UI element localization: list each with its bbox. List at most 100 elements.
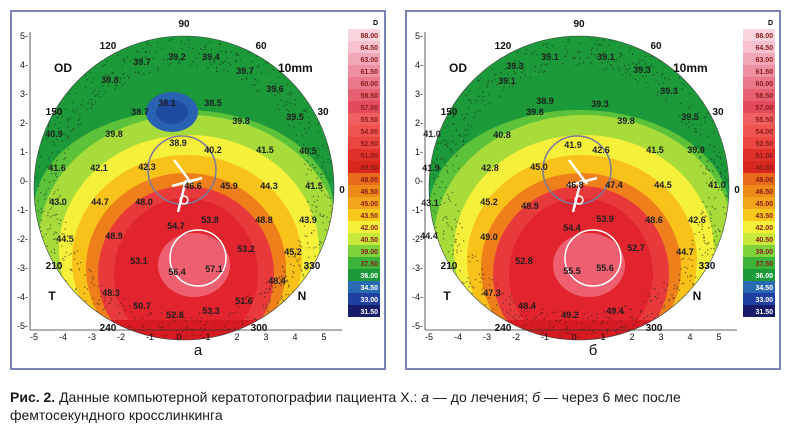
power-reading: 45.2 [480, 197, 498, 207]
power-reading: 41.0 [708, 180, 726, 190]
scale-swatch [743, 41, 775, 53]
scale-value: 33.00 [755, 297, 773, 304]
power-reading: 48.6 [645, 215, 663, 225]
power-reading: 39.3 [660, 86, 678, 96]
scale-swatch [743, 173, 775, 185]
scale-value: 45.00 [360, 201, 378, 208]
y-tick-label: -3- [17, 263, 28, 273]
x-tick-label: 1 [205, 332, 210, 342]
power-reading: 40.8 [493, 130, 511, 140]
x-tick-label: -5 [425, 332, 433, 342]
power-reading: 55.5 [563, 266, 581, 276]
power-reading: 39.8 [526, 107, 544, 117]
power-reading: 39.1 [541, 52, 559, 62]
y-tick-label: -1- [412, 205, 423, 215]
power-reading: 49.0 [480, 232, 498, 242]
eye-label: OD [54, 61, 72, 75]
scale-value: 34.50 [360, 285, 378, 292]
scale-swatch [348, 137, 380, 149]
x-tick-label: -2 [512, 332, 520, 342]
power-reading: 49.2 [561, 310, 579, 320]
scale-value: 31.50 [360, 309, 378, 316]
power-reading: 41.9 [564, 140, 582, 150]
scale-value: 63.00 [360, 57, 378, 64]
power-reading: 57.1 [205, 264, 223, 274]
scale-swatch [348, 305, 380, 317]
y-tick-label: 0- [415, 176, 423, 186]
power-reading: 53.9 [596, 214, 614, 224]
scale-swatch [348, 197, 380, 209]
power-reading: 48.9 [521, 201, 539, 211]
scale-swatch [348, 77, 380, 89]
x-tick-label: -5 [30, 332, 38, 342]
angle-label-60: 60 [650, 41, 662, 52]
scale-unit: D [768, 20, 773, 27]
scale-swatch [743, 233, 775, 245]
meridian-steep [173, 159, 193, 185]
power-reading: 40.2 [204, 145, 222, 155]
power-reading: 39.1 [597, 52, 615, 62]
power-reading: 43.9 [299, 215, 317, 225]
angle-label-240: 240 [495, 323, 512, 334]
angle-label-30: 30 [712, 107, 724, 118]
scale-swatch [743, 89, 775, 101]
scale-value: 45.00 [755, 201, 773, 208]
caption-b: б [532, 389, 541, 405]
scale-swatch [743, 293, 775, 305]
scale-value: 61.50 [755, 69, 773, 76]
color-scale: D 88.00 64.50 63.00 61.50 60.00 58.50 57.00 55.5… [743, 20, 775, 317]
meridian-flat [171, 176, 203, 188]
power-reading: 38.5 [204, 98, 222, 108]
scale-value: 54.00 [755, 129, 773, 136]
angle-label-330: 330 [699, 261, 716, 272]
x-tick-label: 5 [716, 332, 721, 342]
power-reading: 46.6 [184, 181, 202, 191]
power-reading: 41.5 [305, 181, 323, 191]
power-reading: 41.6 [48, 163, 66, 173]
angle-label-330: 330 [304, 261, 321, 272]
y-tick-label: -3- [412, 263, 423, 273]
y-tick-label: 1- [20, 147, 28, 157]
power-reading: 38.7 [131, 107, 149, 117]
scale-value: 60.00 [360, 81, 378, 88]
scale-swatch [743, 197, 775, 209]
x-tick-label: 1 [600, 332, 605, 342]
power-reading: 42.1 [90, 163, 108, 173]
angle-label-120: 120 [100, 41, 117, 52]
power-reading: 47.4 [605, 180, 623, 190]
power-reading: 40.5 [299, 146, 317, 156]
power-reading: 39.6 [266, 84, 284, 94]
power-reading: 52.7 [627, 243, 645, 253]
power-reading: 49.4 [606, 306, 624, 316]
power-reading: 45.9 [220, 181, 238, 191]
scale-swatch [743, 53, 775, 65]
y-tick-label: -5- [17, 321, 28, 331]
scale-swatch [743, 257, 775, 269]
power-reading: 38.9 [536, 96, 554, 106]
power-reading: 39.9 [687, 145, 705, 155]
power-reading: 39.3 [591, 99, 609, 109]
color-map [34, 36, 334, 340]
y-tick-label: 4- [415, 60, 423, 70]
topography-map-b: -5 -4 -3 -2 -1 0 1 2 3 4 5 5- 4- 3- 2- 1- 0- -1- -2- -3- -4-… [412, 19, 775, 342]
y-tick-label: -4- [412, 292, 423, 302]
power-reading: 53.3 [202, 306, 220, 316]
x-tick-label: 3 [263, 332, 268, 342]
scale-value: 57.00 [360, 105, 378, 112]
power-reading: 54.4 [563, 223, 581, 233]
power-reading: 41.5 [646, 145, 664, 155]
y-tick-label: 5- [415, 31, 423, 41]
power-reading: 44.7 [91, 197, 109, 207]
scale-value: 60.00 [755, 81, 773, 88]
x-tick-label: 0 [176, 332, 181, 342]
scale-value: 61.50 [360, 69, 378, 76]
angle-label-150: 150 [441, 107, 458, 118]
scale-value: 43.50 [755, 213, 773, 220]
axes: -5 -4 -3 -2 -1 0 1 2 3 4 5 5- 4- 3- 2- 1- 0- -1- -2- -3- -4-… [412, 31, 737, 342]
power-reading: 41.0 [423, 129, 441, 139]
scale-swatch [348, 293, 380, 305]
caption-text-1: Данные компьютерной кератотопографии пац… [55, 389, 422, 405]
power-reading: 48.0 [135, 197, 153, 207]
y-tick-label: 2- [415, 118, 423, 128]
power-reading: 48.4 [518, 301, 536, 311]
